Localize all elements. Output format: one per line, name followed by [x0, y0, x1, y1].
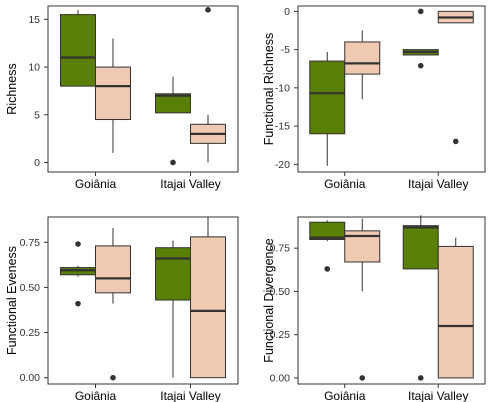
- x-tick-label: Goiânia: [324, 389, 366, 402]
- y-tick-label: 0.50: [20, 282, 41, 294]
- box-1-1: [60, 241, 96, 307]
- box-body: [402, 225, 439, 270]
- x-tick-label: Itajai Valley: [408, 389, 468, 402]
- outlier-point: [75, 300, 81, 307]
- box-1-2: [402, 8, 439, 69]
- box-body: [437, 245, 474, 379]
- box-2-1: [344, 218, 381, 381]
- x-tick-label: Goiânia: [324, 177, 366, 191]
- box-body: [95, 66, 131, 121]
- box-body: [190, 236, 226, 379]
- box-body: [95, 245, 131, 294]
- box-2-2: [437, 10, 474, 145]
- y-tick-label: 0.75: [270, 243, 291, 255]
- outlier-point: [110, 374, 116, 381]
- y-axis-label: Functional Divergence: [262, 238, 276, 362]
- outlier-point: [75, 241, 81, 247]
- y-tick-label: 0.25: [20, 327, 41, 339]
- outlier-point: [417, 62, 424, 69]
- y-tick-label: 0: [284, 6, 290, 18]
- y-tick-label: -20: [275, 159, 290, 171]
- y-axis-label: Richness: [5, 63, 19, 114]
- y-tick-label: -15: [275, 121, 290, 133]
- y-tick-label: -5: [281, 44, 290, 56]
- box-body: [155, 93, 191, 114]
- y-tick-label: -10: [275, 82, 290, 94]
- outlier-point: [359, 375, 366, 381]
- box-2-1: [95, 227, 131, 381]
- outlier-point: [324, 266, 331, 272]
- plot-frame: [297, 216, 486, 385]
- plot-frame: [297, 5, 486, 173]
- box-2-2: [190, 7, 226, 163]
- box-2-1: [344, 30, 381, 100]
- box-body: [344, 41, 381, 75]
- box-2-1: [95, 38, 131, 153]
- x-tick-label: Goiânia: [75, 389, 117, 402]
- box-1-2: [155, 76, 191, 166]
- y-axis-label: Functional Eveness: [5, 246, 19, 355]
- outlier-point: [417, 8, 424, 15]
- y-axis-label: Functional Richness: [262, 33, 276, 146]
- plot-frame: [47, 5, 239, 173]
- x-tick-label: Goiânia: [75, 177, 117, 191]
- y-tick-label: 0.00: [20, 372, 41, 384]
- box-1-2: [155, 240, 191, 378]
- outlier-point: [452, 138, 459, 145]
- box-body: [60, 14, 96, 87]
- outlier-point: [417, 375, 424, 381]
- box-body: [155, 247, 191, 301]
- y-tick-label: 0.00: [270, 372, 291, 384]
- y-tick-label: 5: [34, 109, 40, 121]
- x-tick-label: Itajai Valley: [160, 389, 220, 402]
- box-1-1: [309, 51, 346, 166]
- chart-panel-4: 0.00 0.25 0.50 0.75 Goiânia Itajai Valley Func…: [262, 215, 486, 402]
- box-2-2: [190, 217, 226, 379]
- x-tick-label: Itajai Valley: [408, 177, 468, 191]
- box-1-1: [60, 9, 96, 87]
- box-body: [309, 60, 346, 135]
- outlier-point: [170, 159, 176, 166]
- plot-frame: [47, 216, 239, 385]
- y-tick-label: 0: [34, 157, 40, 169]
- y-tick-label: 0.25: [270, 329, 291, 341]
- y-tick-label: 10: [28, 62, 40, 74]
- outlier-point: [205, 7, 211, 13]
- y-tick-label: 0.75: [20, 237, 41, 249]
- chart-panel-2: 0 -5 -10 -15 -20 Goiânia Itajai Valley Function…: [262, 5, 486, 191]
- chart-panel-3: 0.00 0.25 0.50 0.75 Goiânia Itajai Valley Func…: [5, 216, 239, 402]
- y-tick-label: 0.50: [270, 286, 291, 298]
- y-tick-label: 15: [28, 14, 40, 26]
- box-1-1: [309, 220, 346, 272]
- box-1-2: [402, 215, 439, 381]
- chart-panel-1: 0 5 10 15 Goiânia Itajai Valley Richness: [5, 5, 239, 191]
- x-tick-label: Itajai Valley: [160, 177, 220, 191]
- box-2-2: [437, 237, 474, 379]
